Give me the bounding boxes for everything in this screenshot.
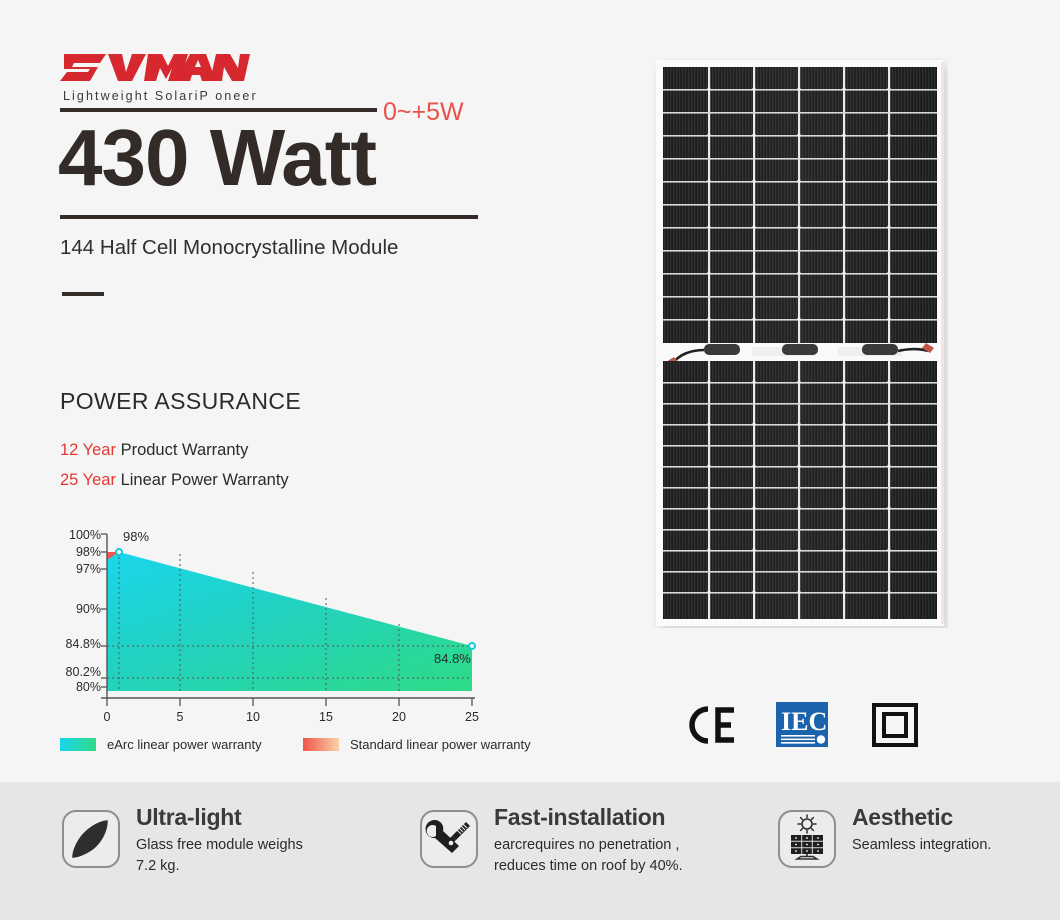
feature-desc-2-line-2: reduces time on roof by 40%. [494,857,683,874]
iec-mark-icon: IEC [776,702,828,747]
warranty-linear-years: 25 Year [60,471,116,489]
warranty-product-text: Product Warranty [115,441,249,459]
x-tick-label-25: 25 [465,710,479,724]
solar-panel-sun-icon [791,814,823,860]
feature-title-3: Aesthetic [852,804,953,830]
section-divider [62,292,104,296]
feature-desc-2: earcrequires no penetration , reduces ti… [494,835,683,877]
feature-icon-box-1 [62,810,120,868]
feature-title-2: Fast-installation [494,804,666,830]
class-two-insulation-icon [872,703,918,747]
x-tick-label-15: 15 [319,710,333,724]
warranty-linear-text: Linear Power Warranty [115,471,289,489]
brand-tagline: Lightweight SolariP oneer [63,89,258,103]
y-axis-ticks [101,533,107,688]
panel-cells-bottom [663,361,937,619]
svg-text:IEC: IEC [781,707,827,736]
y-tick-label-97: 97% [75,562,101,576]
sunman-logo-icon [60,54,250,81]
feature-icon-box-2 [420,810,478,868]
feature-desc-1: Glass free module weighs 7.2 kg. [136,835,303,877]
x-tick-label-10: 10 [246,710,260,724]
ce-mark-icon [689,706,734,744]
feature-text-1: Ultra-light Glass free module weighs 7.2… [136,804,303,877]
y-tick-label-80: 80% [75,680,101,694]
feature-desc-1-line-2: 7.2 kg. [136,857,180,874]
y-tick-label-80-2: 80.2% [65,665,101,679]
feature-desc-1-line-1: Glass free module weighs [136,836,303,853]
x-tick-label-5: 5 [176,710,184,724]
panel-junction-boxes [704,344,898,355]
power-rating: 430 Watt [58,113,377,202]
annotation-84-8: 84.8% [434,651,471,666]
feature-text-2: Fast-installation earcrequires no penetr… [494,804,683,877]
panel-cells-top [663,67,937,343]
data-point-end [468,642,476,650]
series-earc-area [107,552,472,691]
data-point-start [115,548,123,556]
power-assurance-heading: POWER ASSURANCE [60,388,302,414]
warranty-product: 12 Year Product Warranty [60,441,248,460]
degradation-chart: 100% 98% 97% 90% 84.8% 80.2% 80% [55,520,531,765]
legend-label-earc: eArc linear power warranty [107,737,262,752]
y-tick-label-84-8: 84.8% [65,637,101,651]
feather-icon [72,820,108,858]
header-rule-top [60,108,377,112]
x-tick-label-20: 20 [392,710,406,724]
warranty-linear: 25 Year Linear Power Warranty [60,471,289,490]
tools-icon [425,820,470,853]
header-rule-bottom [60,215,478,219]
annotation-98: 98% [123,529,150,544]
feature-title-1: Ultra-light [136,804,242,830]
feature-desc-3: Seamless integration. [852,835,991,856]
brand-logo: Lightweight SolariP oneer [60,50,480,103]
solar-panel-photo [656,60,944,626]
feature-desc-3-line-1: Seamless integration. [852,836,992,853]
x-tick-label-0: 0 [103,710,111,724]
feature-text-3: Aesthetic Seamless integration. [852,804,991,856]
power-tolerance: 0~+5W [383,98,464,126]
x-axis-ticks [106,698,473,706]
y-tick-label-100: 100% [69,528,101,542]
panel-edge-highlight [941,62,944,624]
y-tick-label-90: 90% [75,602,101,616]
legend-swatch-earc [60,738,96,751]
y-tick-label-98: 98% [75,545,101,559]
module-type: 144 Half Cell Monocrystalline Module [60,236,399,259]
legend-label-standard: Standard linear power warranty [350,737,531,752]
legend-swatch-standard [303,738,339,751]
warranty-product-years: 12 Year [60,441,116,459]
feature-bar: Ultra-light Glass free module weighs 7.2… [0,782,1060,920]
chart-plot-area [101,533,475,706]
feature-icon-box-3 [778,810,836,868]
feature-desc-2-line-1: earcrequires no penetration , [494,836,680,853]
